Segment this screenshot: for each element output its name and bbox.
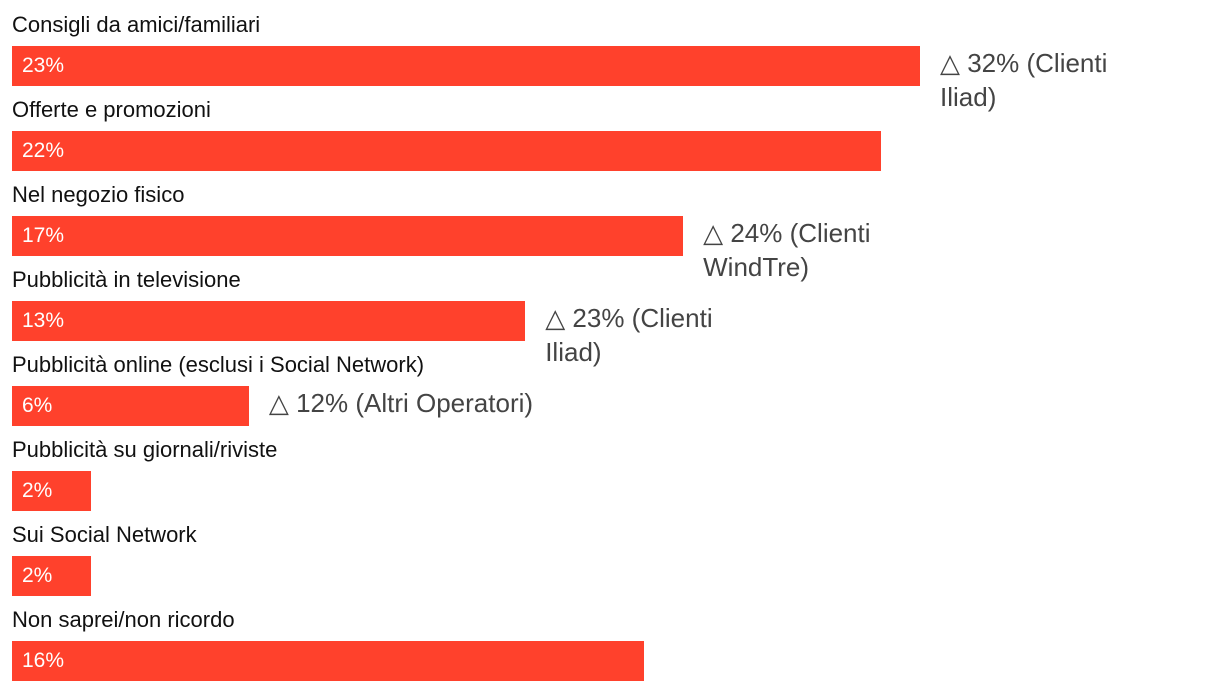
category-label: Pubblicità su giornali/riviste — [12, 437, 278, 462]
category-label: Consigli da amici/familiari — [12, 12, 261, 37]
annotation: △ 32% (Clienti Iliad) — [940, 48, 1108, 112]
bar: 6% — [12, 386, 249, 426]
category-label: Pubblicità online (esclusi i Social Netw… — [12, 352, 425, 377]
bar: 2% — [12, 471, 91, 511]
value-label: 23% — [22, 54, 65, 77]
value-label: 17% — [22, 224, 65, 247]
value-label: 22% — [22, 139, 65, 162]
category-label: Sui Social Network — [12, 522, 197, 547]
bar: 13% — [12, 301, 526, 341]
category-label: Offerte e promozioni — [12, 97, 211, 122]
value-label: 2% — [22, 479, 53, 502]
value-label: 6% — [22, 394, 53, 417]
category-label: Nel negozio fisico — [12, 182, 185, 207]
value-label: 13% — [22, 309, 65, 332]
category-label: Pubblicità in televisione — [12, 267, 241, 292]
annotation: △ 12% (Altri Operatori) — [268, 388, 534, 418]
bar: 22% — [12, 131, 881, 171]
bar: 23% — [12, 46, 920, 86]
value-label: 2% — [22, 564, 53, 587]
category-label: Non saprei/non ricordo — [12, 607, 235, 632]
annotation: △ 24% (Clienti WindTre) — [703, 218, 871, 282]
bar: 2% — [12, 556, 91, 596]
annotation: △ 23% (Clienti Iliad) — [545, 303, 713, 367]
value-label: 16% — [22, 649, 65, 672]
bar: 16% — [12, 641, 644, 681]
bar: 17% — [12, 216, 684, 256]
